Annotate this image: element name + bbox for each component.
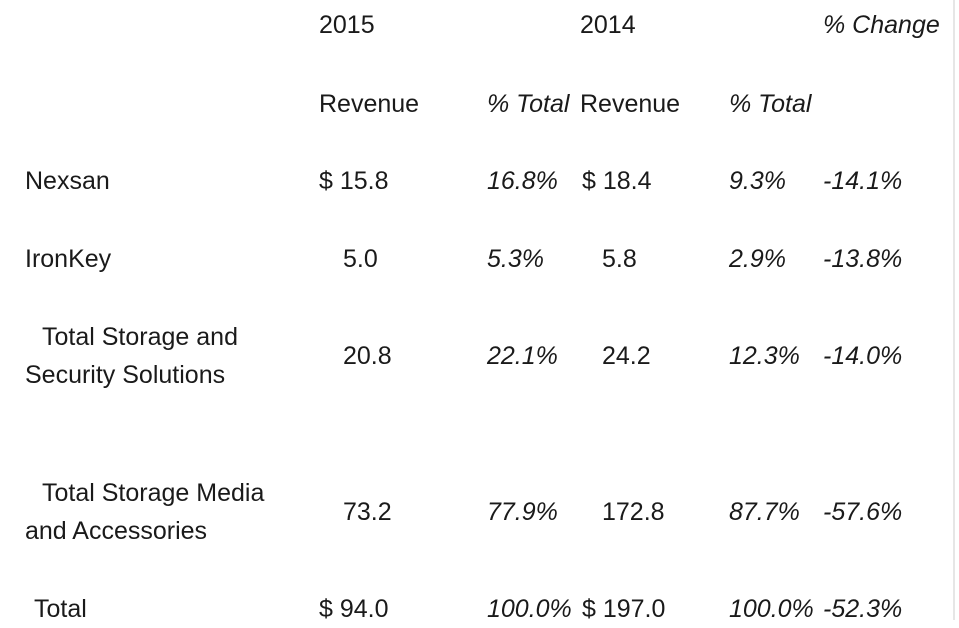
row-storage-media-rev2015: 73.2 xyxy=(343,498,392,526)
row-storage-security-rev2015: 20.8 xyxy=(343,342,392,370)
row-total-rev2014: $ 197.0 xyxy=(582,595,666,623)
header-year-2015: 2015 xyxy=(319,11,375,39)
row-label-total: Total xyxy=(34,595,87,623)
row-nexsan-pct2015: 16.8% xyxy=(487,167,558,195)
row-label-storage-media-line2: and Accessories xyxy=(25,517,208,545)
row-total-pct2015: 100.0% xyxy=(487,595,572,623)
row-ironkey-change: -13.8% xyxy=(823,245,903,273)
row-nexsan-rev2014: $ 18.4 xyxy=(582,167,652,195)
row-ironkey-rev2014: 5.8 xyxy=(602,245,637,273)
row-storage-media-change: -57.6% xyxy=(823,498,903,526)
row-nexsan-change: -14.1% xyxy=(823,167,903,195)
row-storage-security-rev2014: 24.2 xyxy=(602,342,651,370)
row-nexsan-rev2015: $ 15.8 xyxy=(319,167,389,195)
header-pct-total-2015: % Total xyxy=(487,90,570,118)
row-label-ironkey: IronKey xyxy=(25,245,112,273)
row-label-storage-media-line1: Total Storage Media xyxy=(42,479,265,507)
header-year-2014: 2014 xyxy=(580,11,636,39)
row-label-nexsan: Nexsan xyxy=(25,167,110,195)
row-label-storage-security-line2: Security Solutions xyxy=(25,361,226,389)
row-ironkey-pct2015: 5.3% xyxy=(487,245,544,273)
row-total-pct2014: 100.0% xyxy=(729,595,814,623)
row-storage-media-pct2015: 77.9% xyxy=(487,498,558,526)
header-pct-change: % Change xyxy=(823,11,940,39)
header-revenue-2014: Revenue xyxy=(580,90,681,118)
row-storage-security-change: -14.0% xyxy=(823,342,903,370)
row-storage-media-rev2014: 172.8 xyxy=(602,498,665,526)
row-storage-security-pct2015: 22.1% xyxy=(487,342,558,370)
row-ironkey-rev2015: 5.0 xyxy=(343,245,378,273)
row-storage-media-pct2014: 87.7% xyxy=(729,498,800,526)
row-storage-security-pct2014: 12.3% xyxy=(729,342,800,370)
right-border-rule xyxy=(953,0,955,620)
row-total-change: -52.3% xyxy=(823,595,903,623)
header-revenue-2015: Revenue xyxy=(319,90,420,118)
row-ironkey-pct2014: 2.9% xyxy=(729,245,786,273)
row-nexsan-pct2014: 9.3% xyxy=(729,167,786,195)
row-label-storage-security-line1: Total Storage and xyxy=(42,323,238,351)
row-total-rev2015: $ 94.0 xyxy=(319,595,389,623)
header-pct-total-2014: % Total xyxy=(729,90,812,118)
